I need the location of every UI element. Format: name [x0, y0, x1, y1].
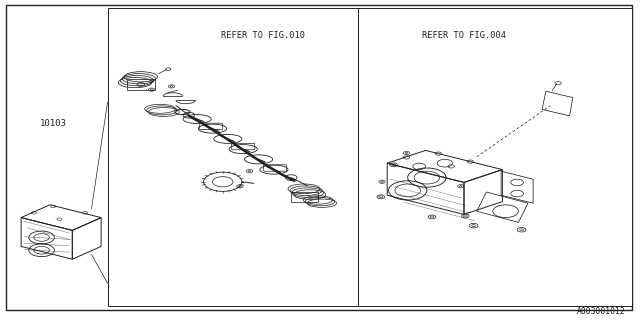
- Text: REFER TO FIG.010: REFER TO FIG.010: [221, 31, 305, 40]
- Bar: [108, 8, 632, 306]
- Text: REFER TO FIG.004: REFER TO FIG.004: [422, 31, 506, 40]
- Text: A003001012: A003001012: [577, 307, 626, 316]
- Text: 10103: 10103: [40, 119, 67, 128]
